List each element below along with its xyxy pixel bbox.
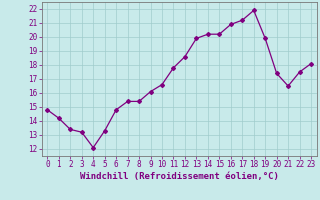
X-axis label: Windchill (Refroidissement éolien,°C): Windchill (Refroidissement éolien,°C) — [80, 172, 279, 181]
